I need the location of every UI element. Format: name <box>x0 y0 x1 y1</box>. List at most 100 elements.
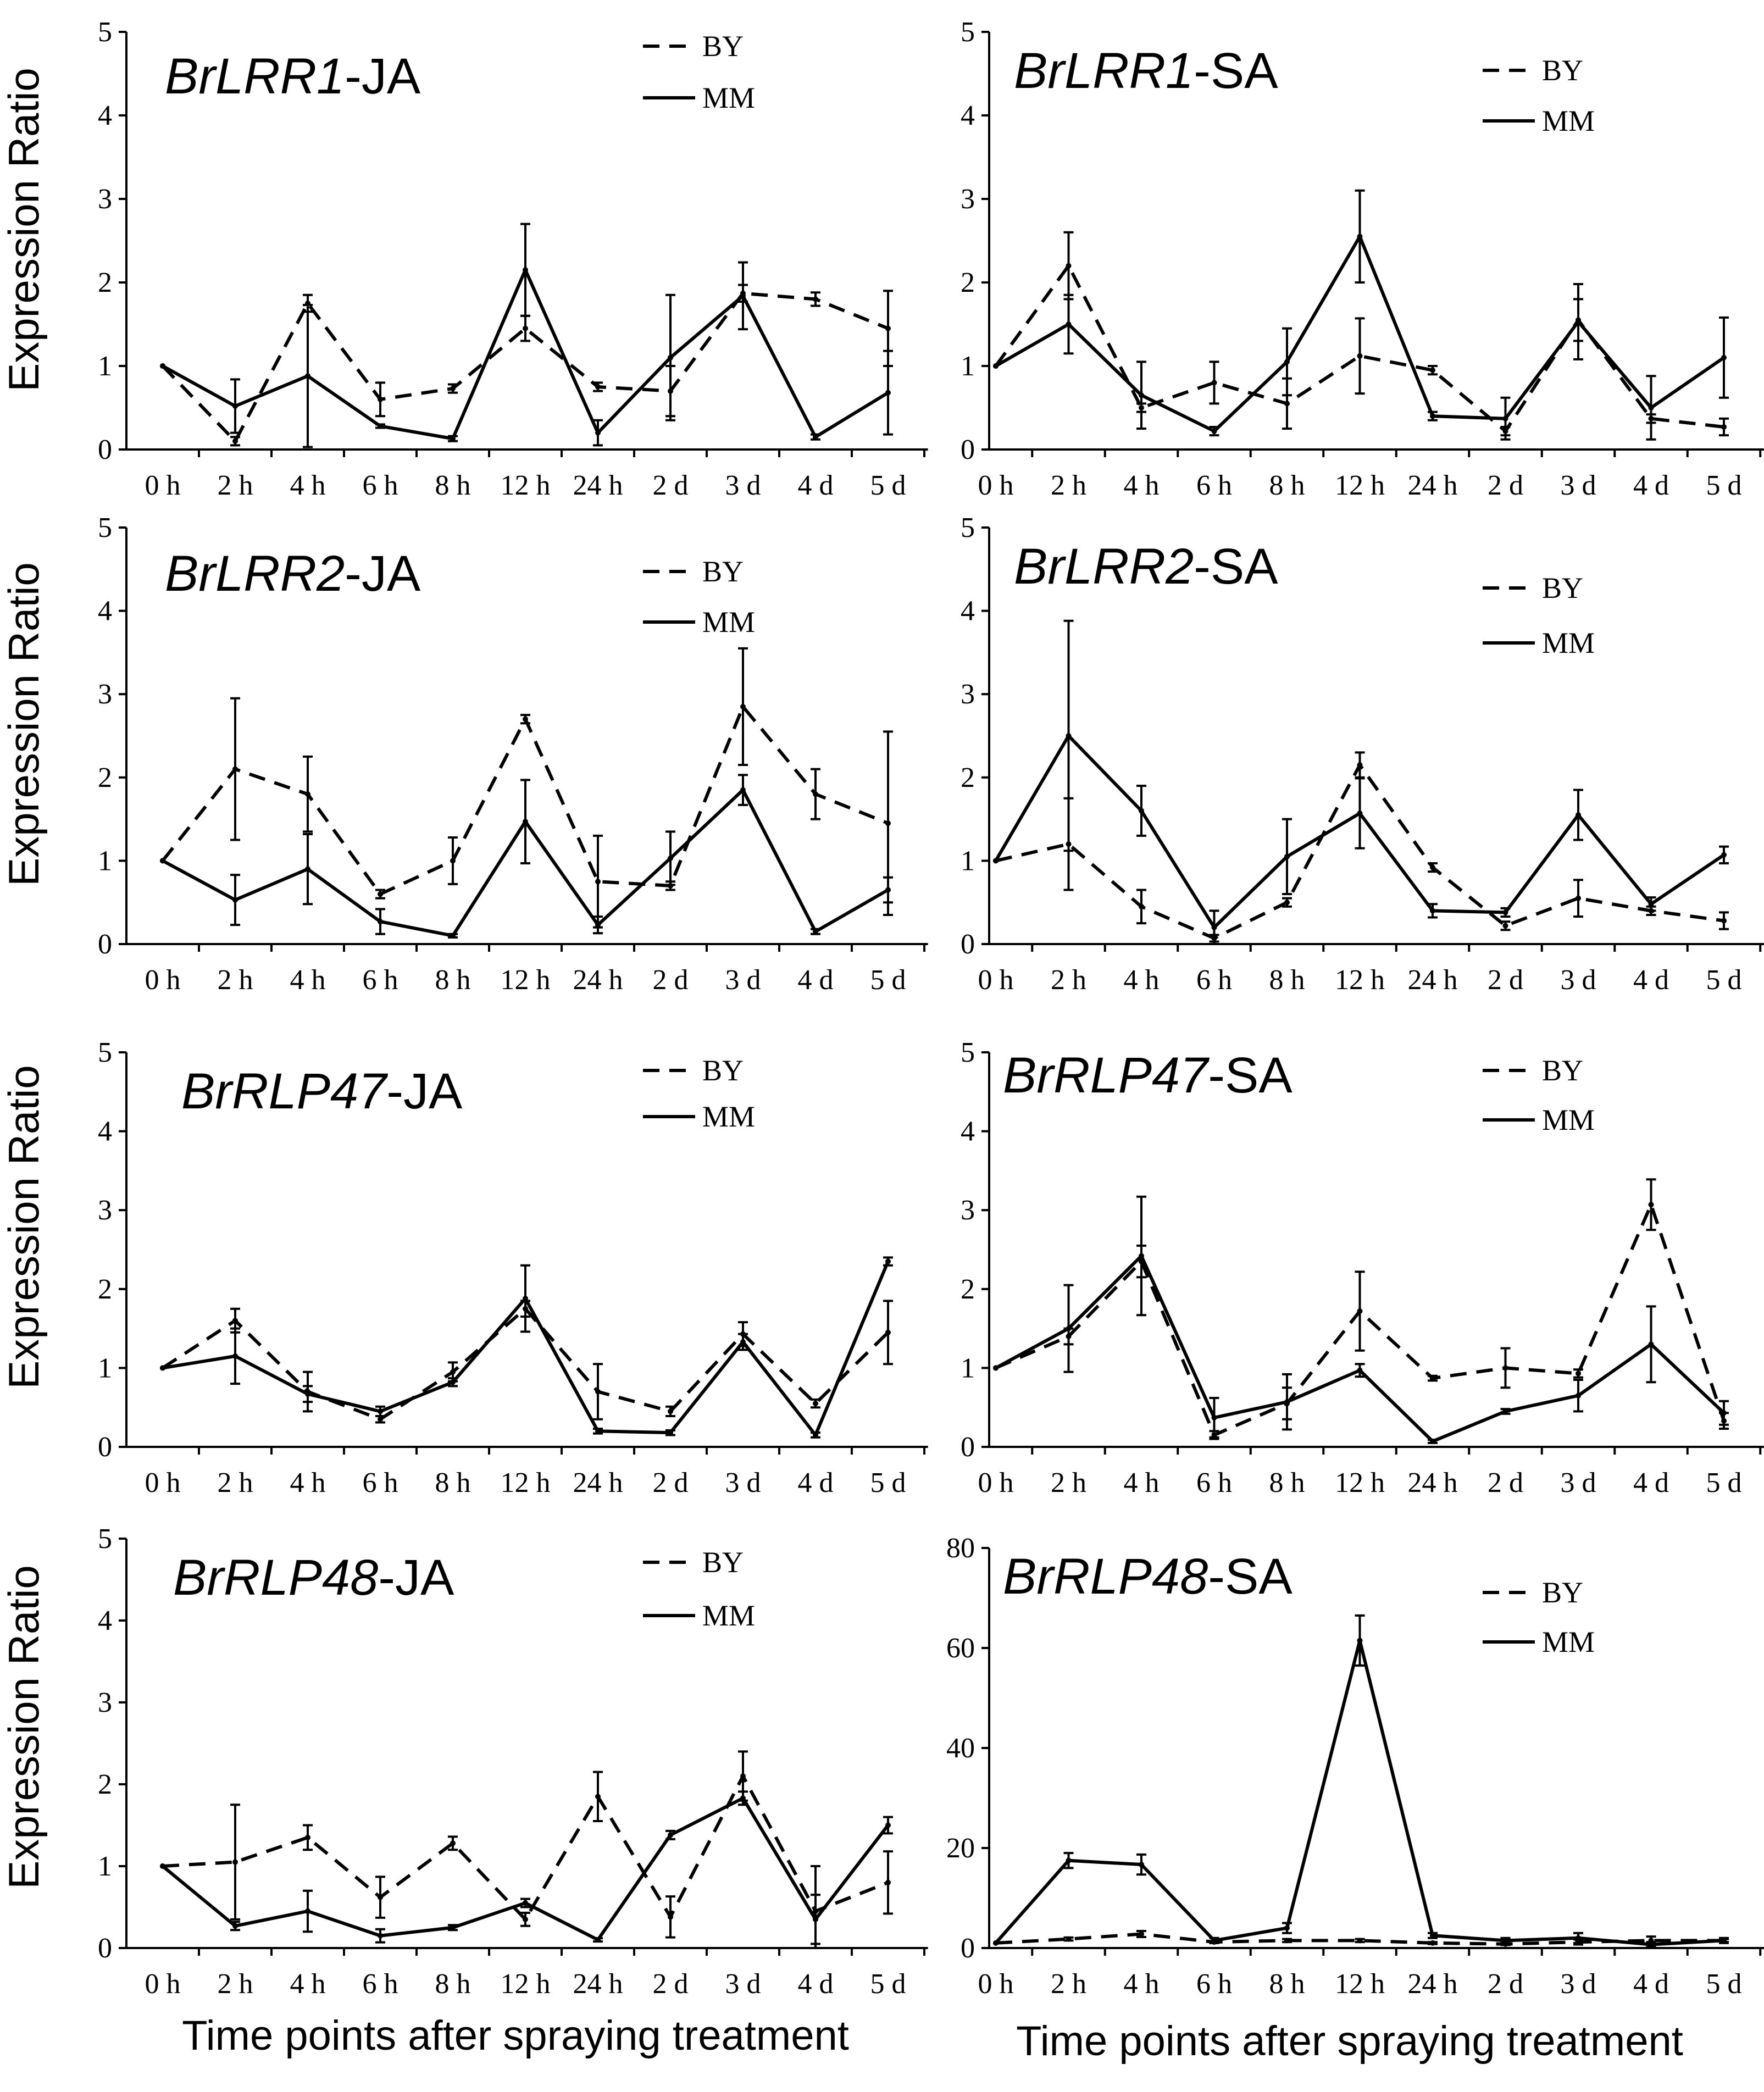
data-point-mm <box>1721 354 1727 360</box>
y-tick-label: 5 <box>98 1037 112 1068</box>
legend-label-by: BY <box>702 1054 744 1087</box>
data-point-mm <box>668 1430 673 1436</box>
x-tick-label: 3 d <box>725 470 761 501</box>
data-point-by <box>1576 1370 1581 1377</box>
x-tick-label: 12 h <box>501 964 551 996</box>
data-point-by <box>1284 900 1290 906</box>
data-point-mm <box>1357 810 1363 816</box>
data-point-mm <box>378 1408 383 1414</box>
data-point-mm <box>1066 1325 1072 1331</box>
data-point-mm <box>885 1258 891 1264</box>
data-point-mm <box>305 1391 310 1397</box>
data-point-by <box>523 716 528 722</box>
x-tick-label: 2 h <box>1051 1968 1086 2000</box>
x-tick-label: 6 h <box>363 470 398 501</box>
data-point-by <box>595 1389 601 1395</box>
x-tick-label: 12 h <box>501 1467 551 1499</box>
x-tick-label: 5 d <box>870 1968 906 2000</box>
panel-7: 0 1 2 3 4 5 0 h 2 h 4 h 6 h 8 h 12 h 24 h 2 d 3 d 4 d 5 … <box>98 1523 928 2000</box>
y-tick-label: 4 <box>961 100 975 131</box>
x-tick-label: 2 d <box>1488 1467 1523 1499</box>
x-tick-label: 24 h <box>573 470 623 501</box>
x-tick-label: 24 h <box>573 1968 623 2000</box>
data-point-by <box>668 1408 673 1414</box>
y-tick-label: 40 <box>946 1733 975 1764</box>
data-point-mm <box>885 390 891 396</box>
x-axis-label-left: Time points after spraying treatment <box>182 2012 849 2059</box>
data-point-by <box>450 858 456 864</box>
y-tick-label: 20 <box>946 1833 975 1864</box>
data-point-mm <box>1139 1862 1144 1868</box>
legend-label-by: BY <box>1542 1054 1583 1087</box>
data-point-mm <box>1284 1399 1290 1405</box>
y-tick-label: 2 <box>961 762 975 793</box>
x-tick-label: 12 h <box>1335 964 1385 996</box>
x-tick-label: 2 d <box>653 470 689 501</box>
x-tick-label: 2 h <box>1051 470 1086 501</box>
data-point-mm <box>1502 415 1508 421</box>
data-point-by <box>1430 1375 1435 1381</box>
data-point-mm <box>1502 909 1508 915</box>
data-point-mm <box>1648 1341 1654 1347</box>
y-tick-label: 3 <box>98 1195 112 1226</box>
data-point-by <box>305 1834 310 1840</box>
x-tick-label: 4 d <box>798 1968 834 2000</box>
data-point-mm <box>232 1923 238 1929</box>
y-tick-label: 5 <box>961 16 975 48</box>
data-point-mm <box>1357 1638 1363 1644</box>
data-point-by <box>885 1329 891 1335</box>
data-point-by <box>1721 424 1727 430</box>
data-point-by <box>1648 1202 1654 1208</box>
data-point-mm <box>1430 908 1435 914</box>
data-point-mm <box>1284 1925 1290 1931</box>
data-point-by <box>450 386 456 392</box>
panel-2: 0 1 2 3 4 5 0 h 2 h 4 h 6 h 8 h 12 h 24 h 2 d 3 d 4 d 5 … <box>961 16 1764 501</box>
x-tick-label: 12 h <box>1335 470 1385 501</box>
data-point-mm <box>595 1937 601 1943</box>
data-point-mm <box>1721 852 1727 858</box>
y-tick-label: 1 <box>98 1851 112 1882</box>
x-tick-label: 8 h <box>435 964 471 996</box>
y-axis-label-row4: Expression Ratio <box>0 1565 48 1889</box>
x-tick-label: 5 d <box>1706 1467 1742 1499</box>
data-point-mm <box>595 430 601 436</box>
data-point-mm <box>1430 413 1435 419</box>
legend-label-mm: MM <box>702 1599 755 1632</box>
x-tick-label: 2 d <box>653 964 689 996</box>
data-point-mm <box>523 1900 528 1906</box>
y-tick-label: 4 <box>961 596 975 627</box>
data-point-mm <box>1721 1938 1727 1944</box>
panel-title: BrRLP47-SA <box>1003 1047 1293 1103</box>
data-point-mm <box>1648 405 1654 410</box>
x-tick-label: 24 h <box>1408 470 1458 501</box>
y-tick-label: 0 <box>961 434 975 465</box>
y-tick-label: 5 <box>961 1037 975 1068</box>
data-point-by <box>1576 895 1581 901</box>
y-tick-label: 2 <box>961 1274 975 1305</box>
y-axis-label-row2: Expression Ratio <box>0 562 48 886</box>
x-tick-label: 6 h <box>363 964 398 996</box>
legend-label-mm: MM <box>702 1100 755 1133</box>
data-point-mm <box>450 1924 456 1930</box>
data-point-mm <box>668 855 673 861</box>
data-point-by <box>595 1794 601 1800</box>
x-tick-label: 6 h <box>1196 1467 1232 1499</box>
x-tick-label: 2 h <box>218 1467 253 1499</box>
data-point-mm <box>1211 428 1217 434</box>
data-point-mm <box>378 919 383 925</box>
data-point-mm <box>813 1916 818 1922</box>
legend-label-mm: MM <box>702 606 755 639</box>
x-tick-label: 3 d <box>725 1467 761 1499</box>
data-point-by <box>1211 380 1217 386</box>
panel-title: BrRLP48-SA <box>1003 1549 1293 1605</box>
data-point-mm <box>523 819 528 825</box>
data-point-mm <box>813 1432 818 1438</box>
x-tick-label: 4 h <box>290 470 326 501</box>
data-point-by <box>232 1318 238 1324</box>
y-axis-label-row1: Expression Ratio <box>0 68 48 392</box>
x-axis-label-right: Time points after spraying treatment <box>1016 2018 1683 2065</box>
y-tick-label: 4 <box>98 1116 112 1147</box>
data-point-by <box>450 1840 456 1846</box>
x-tick-label: 2 d <box>1488 470 1523 501</box>
x-tick-label: 8 h <box>435 1968 471 2000</box>
